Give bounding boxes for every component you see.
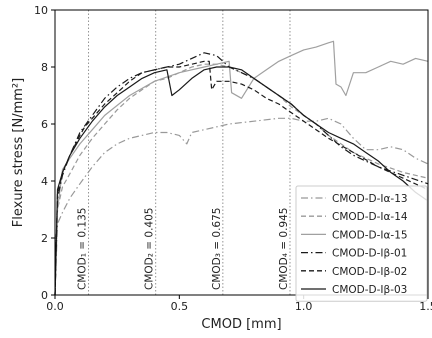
x-tick-label-4: 1.5 [419,300,432,313]
series-line-2 [54,63,429,296]
reference-line-label-1: CMOD₁ = 0.135 [77,208,89,290]
legend-label-3: CMOD-D-Iα-15 [332,229,408,241]
y-axis-label: Flexure stress [N/mm²] [11,78,26,227]
legend-label-6: CMOD-D-Iβ-03 [332,284,407,296]
reference-line-label-3: CMOD₃ = 0.675 [211,208,223,290]
series-line-6 [54,66,429,296]
y-tick-label-4: 6 [41,118,48,131]
legend-label-1: CMOD-D-Iα-13 [332,193,408,205]
y-tick-label-1: 0 [41,289,48,302]
series-line-3 [54,40,429,296]
y-tick-label-3: 4 [41,175,48,188]
reference-lines: CMOD₁ = 0.135 CMOD₂ = 0.405 CMOD₃ = 0.675 C… [77,10,291,295]
legend: CMOD-D-Iα-13 CMOD-D-Iα-14 CMOD-D-Iα-15 CMOD… [295,185,428,302]
axis-ticks: 0.0 0.5 1.0 1.5 0 2 4 6 8 10 [34,4,432,313]
x-tick-label-3: 1.0 [295,300,313,313]
reference-line-label-4: CMOD₄ = 0.945 [278,208,290,290]
x-tick-label-2: 0.5 [171,300,189,313]
y-tick-label-6: 10 [34,4,48,17]
plot-frame [54,9,429,296]
reference-line-label-2: CMOD₂ = 0.405 [144,208,156,290]
y-tick-label-2: 2 [41,232,48,245]
series-layer [54,40,429,296]
legend-box [295,185,428,302]
legend-label-2: CMOD-D-Iα-14 [332,211,408,223]
x-axis-label: CMOD [mm] [201,317,281,332]
legend-label-4: CMOD-D-Iβ-01 [332,248,407,260]
y-tick-label-5: 8 [41,61,48,74]
series-line-4 [54,52,429,296]
legend-label-5: CMOD-D-Iβ-02 [332,266,407,278]
x-tick-label-1: 0.0 [46,300,64,313]
